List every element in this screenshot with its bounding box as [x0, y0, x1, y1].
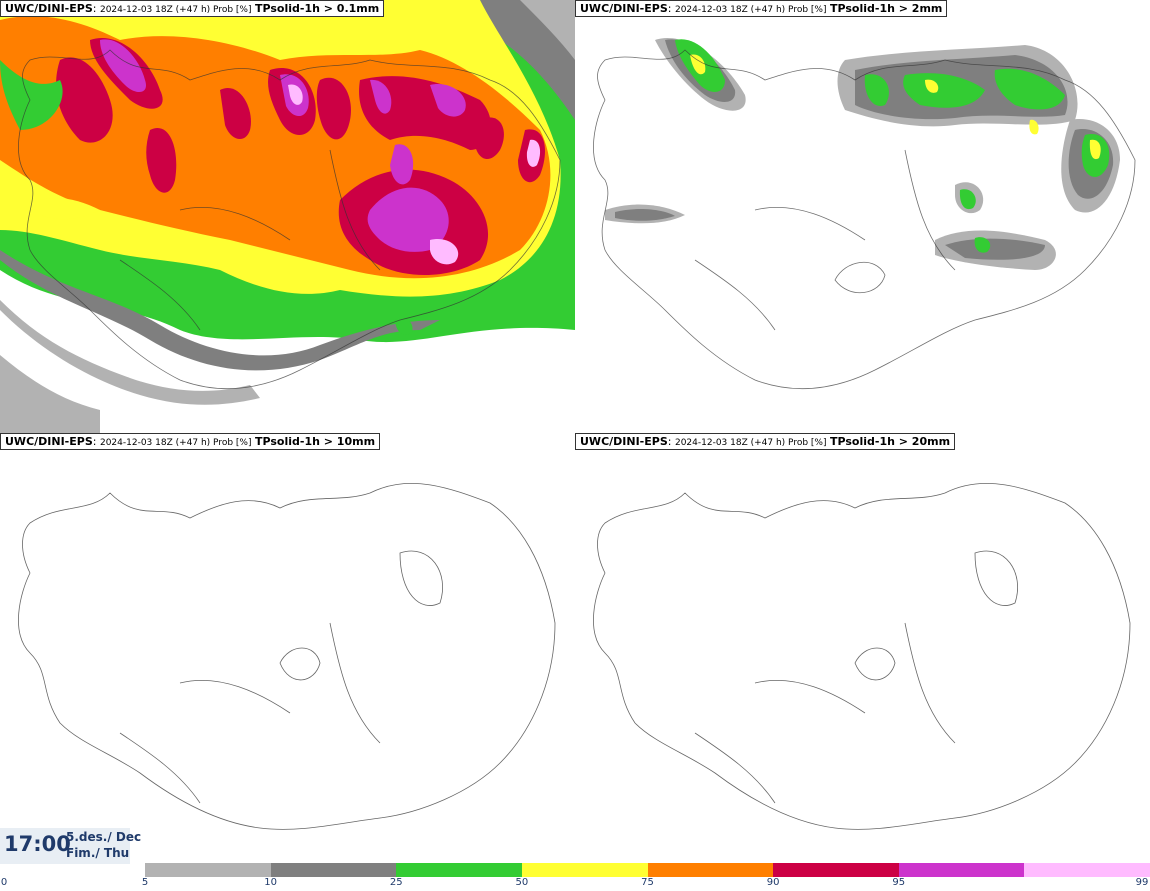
colorbar-tick-label: 75: [641, 877, 654, 888]
run-info: 2024-12-03 18Z (+47 h) Prob [%]: [674, 438, 827, 448]
colorbar-segment: [396, 863, 522, 877]
parameter-label: TPsolid-1h > 2mm: [829, 2, 943, 15]
map-panel-20mm: UWC/DINI-EPS: 2024-12-03 18Z (+47 h) Pro…: [575, 433, 1150, 866]
panel-title: UWC/DINI-EPS: 2024-12-03 18Z (+47 h) Pro…: [575, 433, 956, 450]
colorbar-segment: [145, 863, 271, 877]
valid-time: 17:00: [4, 832, 71, 856]
panel-separator: :: [667, 435, 672, 448]
probability-field-0p1mm: [0, 0, 575, 433]
parameter-label: TPsolid-1h > 0.1mm: [254, 2, 380, 15]
probability-field-2mm: [593, 38, 1136, 390]
panel-separator: :: [92, 435, 97, 448]
colorbar-segment: [898, 863, 1025, 877]
colorbar-segment: [270, 863, 397, 877]
panel-title: UWC/DINI-EPS: 2024-12-03 18Z (+47 h) Pro…: [575, 0, 948, 17]
map-panel-2mm: UWC/DINI-EPS: 2024-12-03 18Z (+47 h) Pro…: [575, 0, 1150, 433]
colorbar-tick-label: 0: [0, 877, 8, 888]
colorbar-tick-label: 50: [515, 877, 529, 888]
map-panel-0p1mm: UWC/DINI-EPS: 2024-12-03 18Z (+47 h) Pro…: [0, 0, 575, 433]
colorbar-segment: [647, 863, 774, 877]
map-panel-10mm: UWC/DINI-EPS: 2024-12-03 18Z (+47 h) Pro…: [0, 433, 575, 866]
model-name: UWC/DINI-EPS: [580, 435, 668, 448]
panel-title: UWC/DINI-EPS: 2024-12-03 18Z (+47 h) Pro…: [0, 0, 385, 17]
colorbar-tick-label: 5: [141, 877, 149, 888]
coastline-map-10mm: [18, 482, 556, 830]
colorbar-tick-label: 99: [1135, 877, 1149, 888]
panel-separator: :: [92, 2, 97, 15]
colorbar-segment: [773, 863, 899, 877]
run-info: 2024-12-03 18Z (+47 h) Prob [%]: [674, 5, 827, 15]
colorbar-tick-label: 25: [389, 877, 403, 888]
colorbar-tick-label: 10: [264, 877, 277, 888]
parameter-label: TPsolid-1h > 10mm: [254, 435, 376, 448]
valid-date: 5.des./ Dec: [66, 830, 142, 844]
run-info: 2024-12-03 18Z (+47 h) Prob [%]: [99, 5, 252, 15]
colorbar-segment: [1024, 863, 1150, 877]
colorbar-segment: [521, 863, 648, 877]
probability-colorbar: [145, 863, 1150, 877]
panel-separator: :: [667, 2, 672, 15]
run-info: 2024-12-03 18Z (+47 h) Prob [%]: [99, 438, 252, 448]
colorbar-tick-label: 90: [766, 877, 780, 888]
coastline-map-20mm: [593, 482, 1131, 830]
parameter-label: TPsolid-1h > 20mm: [829, 435, 951, 448]
time-box: [0, 828, 130, 864]
panel-title: UWC/DINI-EPS: 2024-12-03 18Z (+47 h) Pro…: [0, 433, 381, 450]
model-name: UWC/DINI-EPS: [5, 2, 93, 15]
colorbar-tick-label: 95: [892, 877, 906, 888]
model-name: UWC/DINI-EPS: [5, 435, 93, 448]
model-name: UWC/DINI-EPS: [580, 2, 668, 15]
valid-weekday: Fim./ Thu: [66, 846, 130, 860]
